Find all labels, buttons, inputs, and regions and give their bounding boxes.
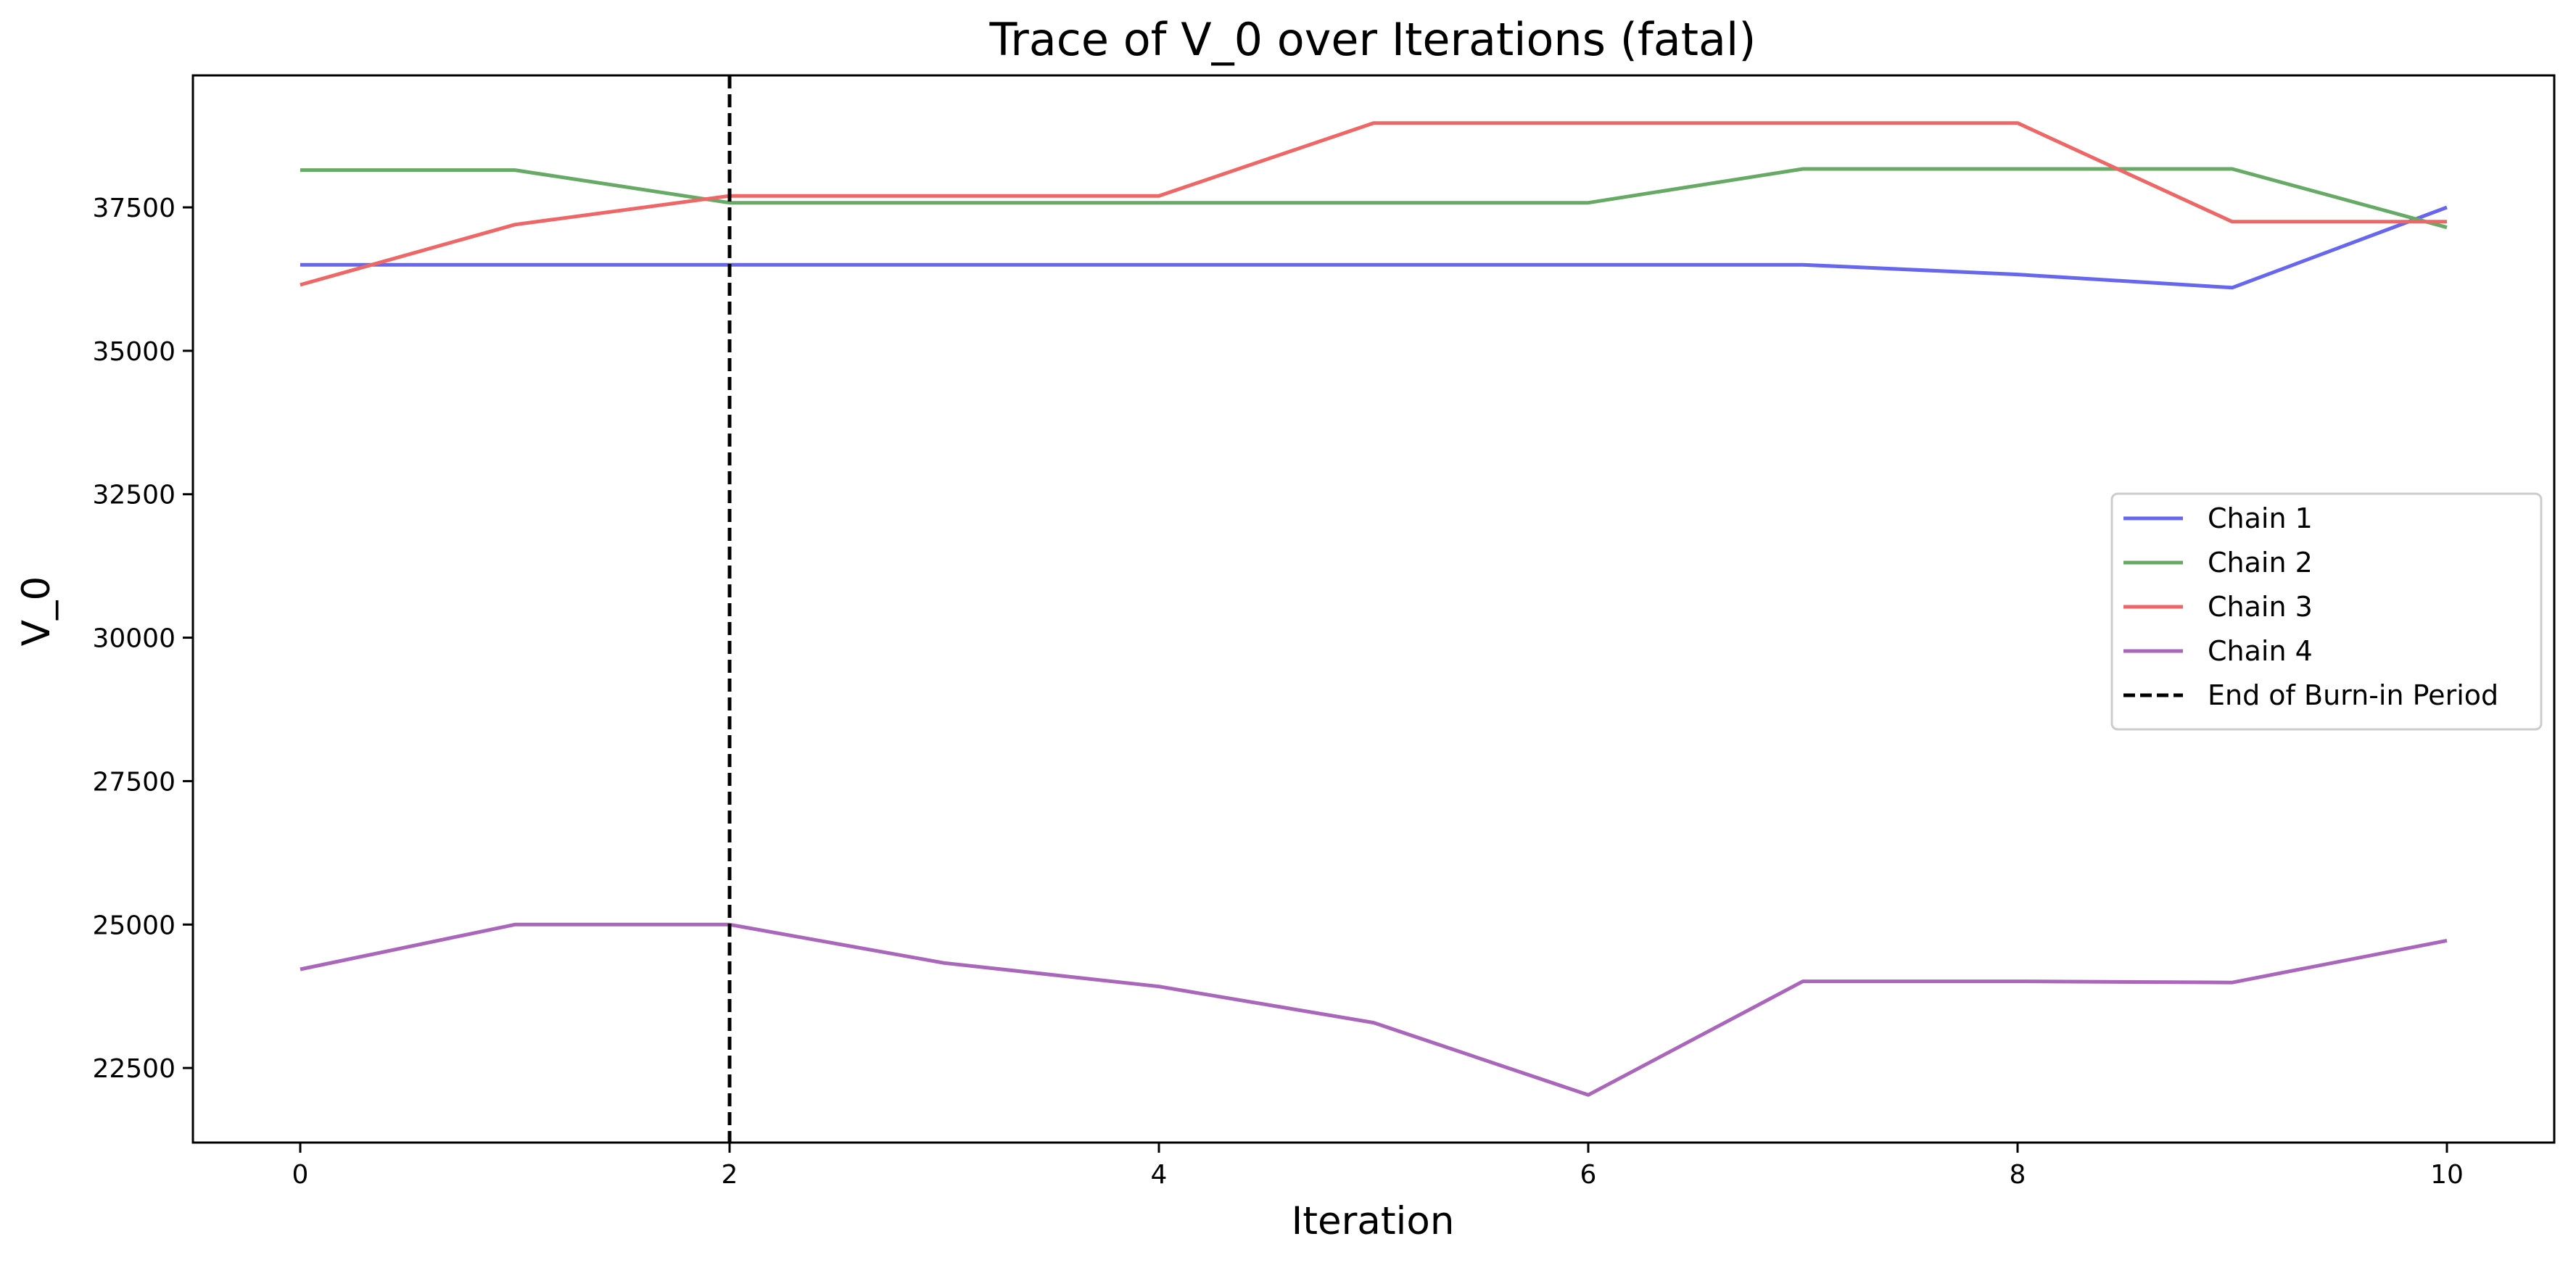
x-axis-title: Iteration bbox=[1292, 1199, 1455, 1243]
x-tick-label: 6 bbox=[1580, 1160, 1597, 1190]
legend-label: Chain 2 bbox=[2208, 547, 2313, 579]
y-tick-label: 35000 bbox=[92, 337, 176, 367]
legend: Chain 1 Chain 2 Chain 3 Chain 4 End of Burn-… bbox=[2110, 492, 2543, 731]
series-line-chain-4 bbox=[300, 922, 2448, 1097]
y-tick-label: 22500 bbox=[92, 1054, 176, 1084]
legend-label: Chain 4 bbox=[2208, 635, 2313, 667]
y-axis-title: V_0 bbox=[15, 576, 59, 646]
y-tick-label: 27500 bbox=[92, 767, 176, 797]
y-tick-label: 25000 bbox=[92, 911, 176, 940]
y-tick-label: 37500 bbox=[92, 194, 176, 223]
legend-box bbox=[2110, 492, 2543, 731]
legend-label: Chain 3 bbox=[2208, 591, 2313, 623]
series-line-chain-1 bbox=[300, 205, 2448, 290]
y-tick-label: 30000 bbox=[92, 624, 176, 654]
legend-label: End of Burn-in Period bbox=[2208, 679, 2498, 711]
series-line-chain-3 bbox=[300, 121, 2447, 287]
chart-title: Trace of V_0 over Iterations (fatal) bbox=[989, 13, 1756, 66]
x-tick-label: 8 bbox=[2010, 1160, 2026, 1190]
plot-frame bbox=[191, 74, 2556, 1144]
x-tick-label: 4 bbox=[1151, 1160, 1168, 1190]
x-tick-label: 0 bbox=[292, 1160, 309, 1190]
series-line-chain-2 bbox=[300, 167, 2448, 230]
legend-label: Chain 1 bbox=[2208, 502, 2313, 534]
x-tick-label: 10 bbox=[2430, 1160, 2464, 1190]
x-tick-label: 2 bbox=[722, 1160, 738, 1190]
y-tick-label: 32500 bbox=[92, 481, 176, 510]
